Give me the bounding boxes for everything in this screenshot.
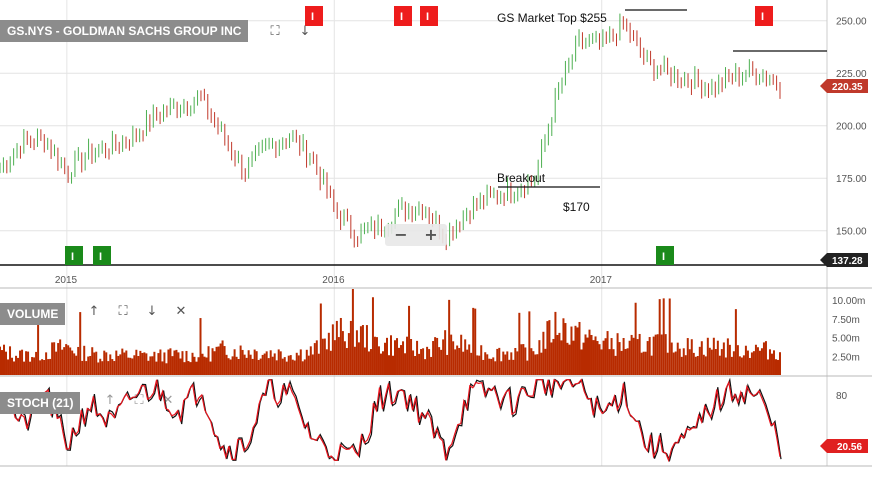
last-price-tag: 220.35 bbox=[820, 79, 868, 93]
symbol-label: GS.NYS - GOLDMAN SACHS GROUP INC bbox=[0, 20, 249, 42]
event-marker-top bbox=[420, 6, 438, 26]
stoch-tick-label: 80 bbox=[836, 391, 848, 402]
event-marker-bottom-label: I bbox=[99, 251, 102, 263]
price-tick-label: 250.00 bbox=[836, 17, 867, 28]
volume-axis: 2.50m 5.00m 7.50m 10.00m bbox=[832, 296, 865, 363]
price-tick-label: 200.00 bbox=[836, 122, 867, 133]
event-marker-top-label: I bbox=[426, 11, 429, 23]
volume-tick-label: 2.50m bbox=[832, 352, 860, 363]
price-tick-label: 150.00 bbox=[836, 227, 867, 238]
event-marker-bottom-label: I bbox=[71, 251, 74, 263]
breakout-annotation: Breakout bbox=[497, 171, 546, 185]
stoch-expand-icon[interactable]: ⛶ bbox=[134, 393, 144, 408]
expand-icon[interactable]: ⛶ bbox=[270, 24, 280, 39]
last-price-value: 220.35 bbox=[832, 82, 863, 93]
volume-bars bbox=[0, 289, 781, 375]
event-marker-bottom bbox=[65, 246, 83, 265]
support-price-value: 137.28 bbox=[832, 256, 863, 267]
stoch-d-line bbox=[0, 377, 782, 463]
event-marker-top bbox=[305, 6, 323, 26]
time-tick-label: 2017 bbox=[590, 275, 613, 286]
breakout-price-annotation: $170 bbox=[563, 200, 590, 214]
volume-arrow-up-icon[interactable]: ↑ bbox=[88, 304, 100, 319]
stoch-arrow-up-icon[interactable]: ↑ bbox=[104, 393, 116, 408]
price-bars bbox=[0, 13, 781, 251]
event-marker-top bbox=[394, 6, 412, 26]
stoch-last-tag: 20.56 bbox=[820, 439, 868, 453]
event-marker-bottom bbox=[93, 246, 111, 265]
price-axis: 150.00 175.00 200.00 225.00 250.00 bbox=[836, 17, 867, 238]
zoom-in-button[interactable]: + bbox=[424, 225, 438, 244]
time-tick-label: 2016 bbox=[322, 275, 345, 286]
stoch-label: STOCH (21) bbox=[0, 392, 81, 414]
event-marker-top-label: I bbox=[761, 11, 764, 23]
zoom-control: − + bbox=[385, 224, 447, 246]
event-marker-top bbox=[755, 6, 773, 26]
volume-tick-label: 5.00m bbox=[832, 334, 860, 345]
event-markers: I I I I I I I bbox=[65, 6, 773, 265]
arrow-down-icon[interactable]: ↓ bbox=[299, 24, 311, 39]
stoch-last-value: 20.56 bbox=[837, 442, 862, 453]
event-marker-bottom-label: I bbox=[662, 251, 665, 263]
event-marker-top-label: I bbox=[311, 11, 314, 23]
stoch-k-line bbox=[0, 378, 781, 463]
support-price-tag: 137.28 bbox=[820, 253, 868, 267]
time-tick-label: 2015 bbox=[55, 275, 78, 286]
price-tick-label: 225.00 bbox=[836, 69, 867, 80]
market-top-annotation: GS Market Top $255 bbox=[497, 11, 607, 25]
volume-tick-label: 10.00m bbox=[832, 296, 865, 307]
volume-tick-label: 7.50m bbox=[832, 315, 860, 326]
volume-arrow-down-icon[interactable]: ↓ bbox=[146, 304, 158, 319]
volume-label: VOLUME bbox=[0, 303, 66, 325]
price-tick-label: 175.00 bbox=[836, 174, 867, 185]
event-marker-top-label: I bbox=[400, 11, 403, 23]
stoch-lines bbox=[0, 377, 782, 463]
volume-expand-icon[interactable]: ⛶ bbox=[118, 304, 128, 319]
zoom-out-button[interactable]: − bbox=[394, 225, 408, 244]
event-marker-bottom bbox=[656, 246, 674, 265]
stoch-close-icon[interactable]: ✕ bbox=[162, 393, 174, 408]
time-axis: 2015 2016 2017 bbox=[55, 275, 613, 286]
volume-close-icon[interactable]: ✕ bbox=[175, 304, 187, 319]
